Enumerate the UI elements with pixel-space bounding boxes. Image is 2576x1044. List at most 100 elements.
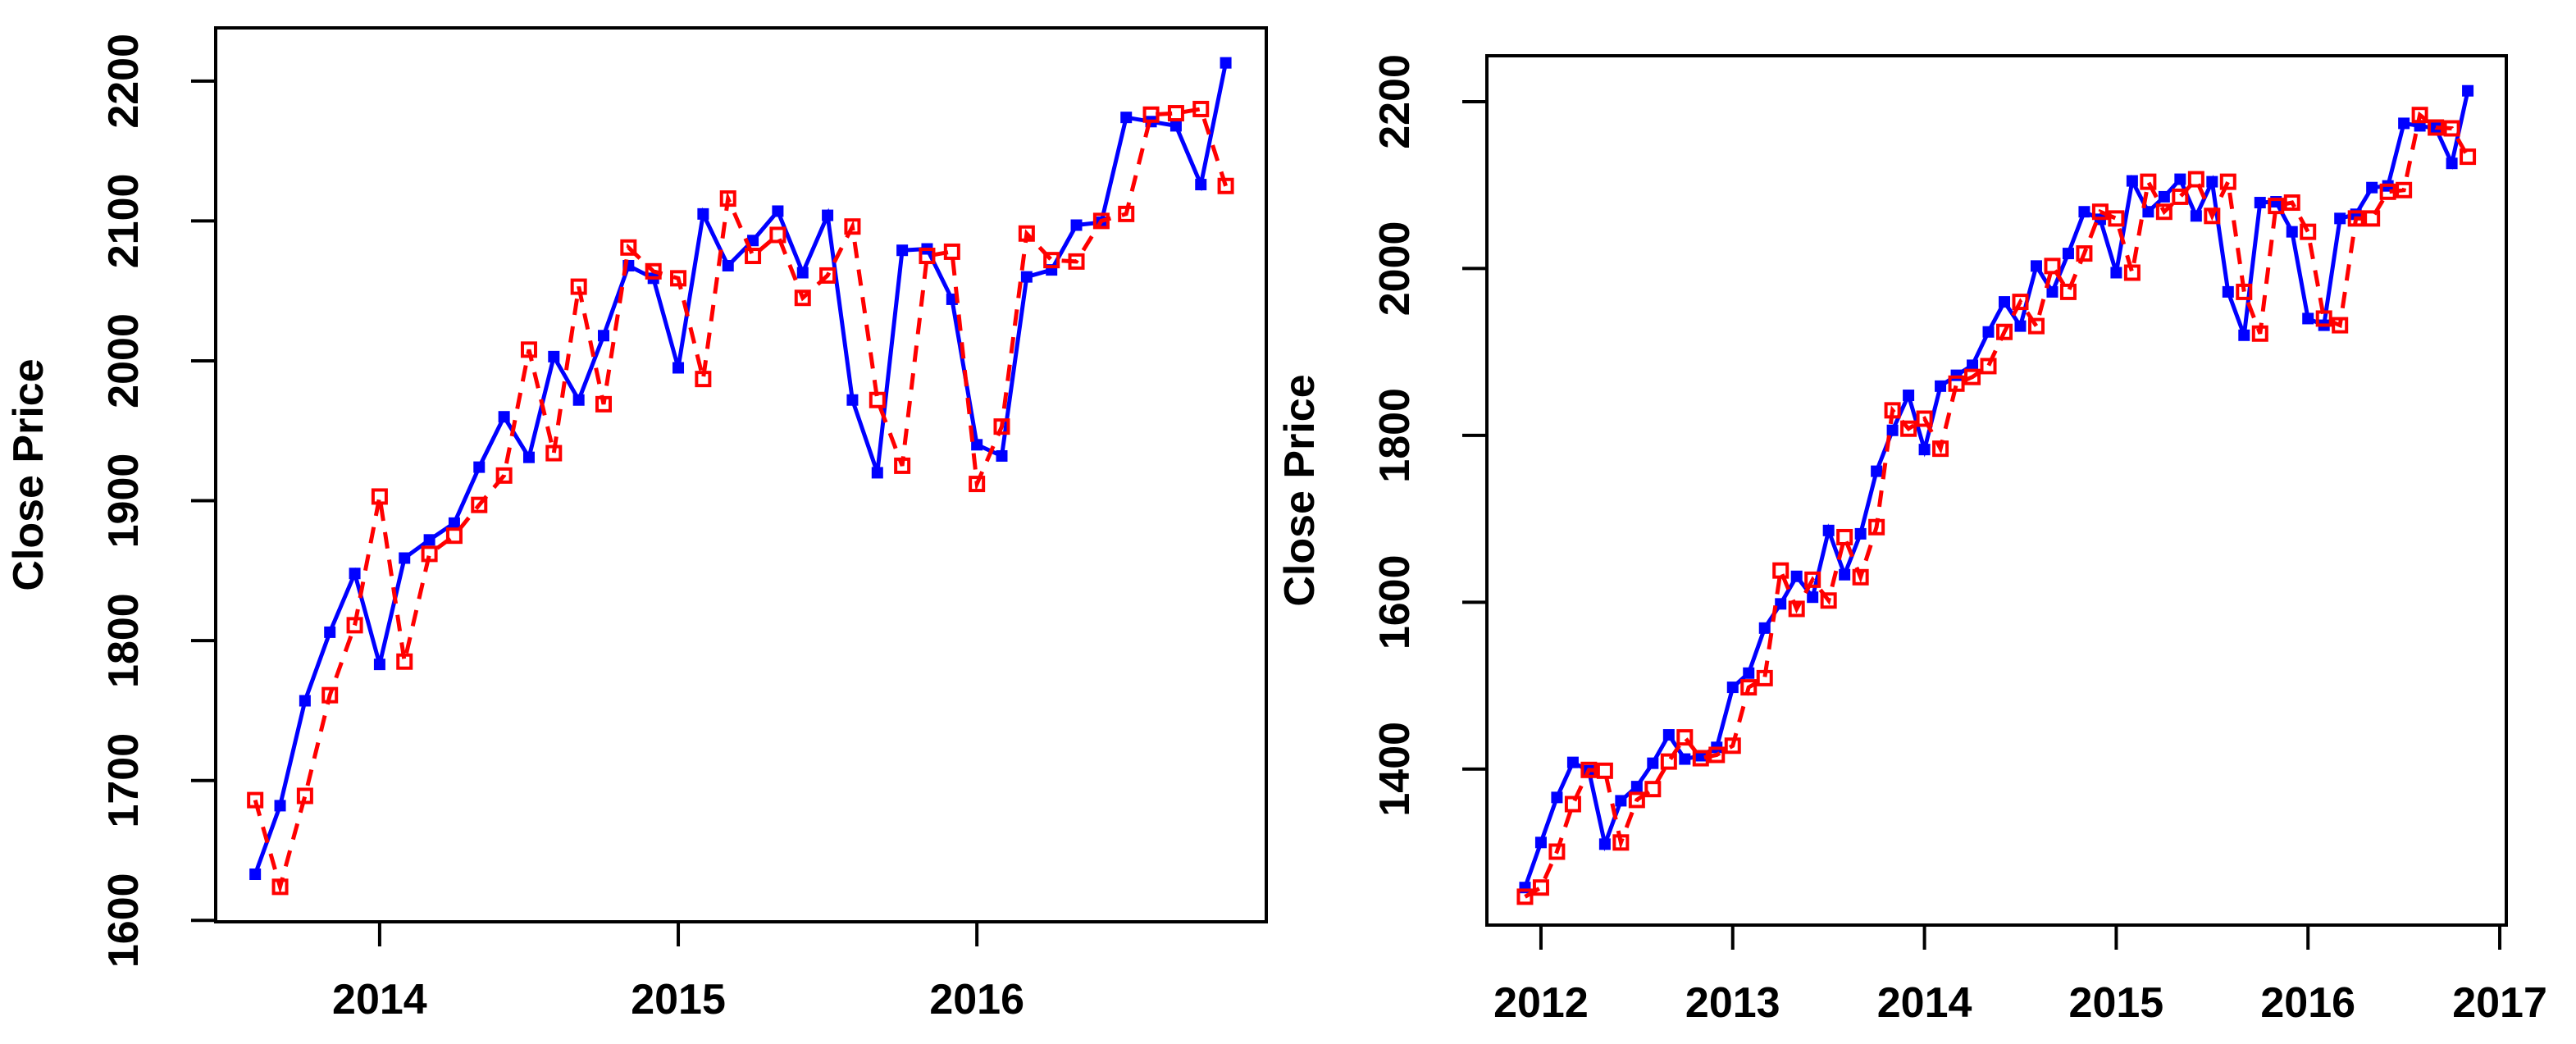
marker-predicted-open-square-icon (445, 527, 463, 545)
marker-predicted-open-square-icon (1660, 753, 1677, 770)
marker-predicted-open-square-icon (2059, 283, 2077, 300)
y-axis-tick-label: 1700 (100, 733, 148, 828)
marker-predicted-open-square-icon (1167, 105, 1184, 122)
marker-predicted-open-square-icon (969, 476, 986, 493)
marker-predicted-open-square-icon (520, 341, 537, 358)
marker-predicted-open-square-icon (1644, 781, 1662, 798)
marker-predicted-open-square-icon (1628, 791, 1645, 809)
marker-predicted-open-square-icon (2187, 171, 2204, 188)
marker-predicted-open-square-icon (645, 262, 662, 280)
x-axis-tick-label: 2017 (2452, 979, 2547, 1027)
marker-predicted-open-square-icon (1516, 888, 1534, 905)
marker-predicted-open-square-icon (1756, 669, 1773, 686)
marker-actual-square-icon (2142, 206, 2154, 218)
marker-predicted-open-square-icon (595, 395, 613, 413)
y-axis-tick-label: 2200 (1371, 54, 1419, 149)
marker-predicted-open-square-icon (1217, 177, 1234, 194)
marker-predicted-open-square-icon (2155, 203, 2173, 221)
marker-predicted-open-square-icon (1820, 592, 1837, 609)
marker-predicted-open-square-icon (844, 218, 861, 235)
marker-actual-square-icon (1854, 527, 1867, 540)
marker-predicted-open-square-icon (670, 270, 687, 287)
marker-actual-square-icon (1120, 112, 1133, 124)
marker-actual-square-icon (1903, 390, 1915, 402)
marker-predicted-open-square-icon (993, 418, 1010, 435)
marker-actual-square-icon (399, 552, 411, 564)
marker-actual-square-icon (747, 235, 759, 247)
marker-predicted-open-square-icon (1580, 761, 1598, 778)
marker-actual-square-icon (2110, 267, 2122, 279)
marker-actual-square-icon (2126, 175, 2138, 187)
marker-actual-square-icon (971, 439, 983, 451)
marker-actual-square-icon (1807, 591, 1819, 604)
marker-actual-square-icon (2158, 190, 2170, 203)
x-axis-tick-label: 2015 (2069, 979, 2164, 1027)
marker-actual-square-icon (1220, 57, 1232, 69)
marker-actual-square-icon (796, 267, 809, 279)
y-axis-tick-label: 2000 (100, 313, 148, 408)
series-markers-actual (1519, 84, 2474, 894)
marker-actual-square-icon (672, 362, 685, 374)
marker-actual-square-icon (1195, 179, 1207, 191)
marker-predicted-open-square-icon (1772, 562, 1790, 579)
marker-predicted-open-square-icon (371, 488, 388, 505)
marker-predicted-open-square-icon (794, 289, 811, 307)
marker-actual-square-icon (2030, 260, 2042, 272)
marker-predicted-open-square-icon (1692, 750, 1709, 767)
marker-actual-square-icon (2174, 173, 2186, 185)
marker-actual-square-icon (1822, 524, 1835, 536)
marker-actual-square-icon (1967, 359, 1979, 372)
marker-predicted-open-square-icon (2347, 210, 2364, 227)
marker-predicted-open-square-icon (769, 226, 786, 244)
x-axis-tick-label: 2016 (2260, 979, 2355, 1027)
panel-right: 2012 2013 2014 2015 2016 2017 1400 1600 1800 2000… (1276, 54, 2547, 1027)
marker-predicted-open-square-icon (1740, 679, 1758, 696)
series-markers-predicted (1516, 107, 2477, 905)
marker-predicted-open-square-icon (421, 545, 438, 563)
marker-predicted-open-square-icon (1192, 100, 1210, 117)
marker-actual-square-icon (1679, 753, 1691, 765)
marker-predicted-open-square-icon (620, 239, 637, 256)
marker-actual-square-icon (2366, 181, 2378, 194)
y-axis-tick-label: 1800 (100, 593, 148, 688)
marker-predicted-open-square-icon (2044, 258, 2061, 275)
marker-actual-square-icon (1070, 219, 1083, 231)
marker-actual-square-icon (1551, 791, 1563, 804)
y-axis-tick-label: 2100 (100, 174, 148, 269)
y-axis-title: Close Price (1276, 374, 1324, 606)
marker-actual-square-icon (2062, 248, 2074, 260)
marker-actual-square-icon (2046, 285, 2059, 298)
marker-actual-square-icon (871, 467, 883, 479)
x-axis-tick-label: 2015 (631, 976, 726, 1023)
x-axis-tick-label: 2014 (1877, 979, 1972, 1027)
marker-predicted-open-square-icon (1996, 323, 2013, 340)
marker-predicted-open-square-icon (495, 467, 513, 484)
marker-predicted-open-square-icon (2396, 181, 2413, 198)
marker-actual-square-icon (697, 207, 709, 220)
marker-predicted-open-square-icon (1916, 410, 1933, 427)
y-axis-tick-label: 1600 (1371, 554, 1419, 650)
marker-predicted-open-square-icon (2300, 223, 2317, 240)
marker-predicted-open-square-icon (2364, 210, 2381, 227)
marker-actual-square-icon (274, 800, 286, 812)
marker-actual-square-icon (522, 451, 535, 463)
marker-actual-square-icon (1726, 682, 1739, 694)
marker-predicted-open-square-icon (2012, 294, 2029, 311)
y-axis-tick-label: 1900 (100, 454, 148, 549)
marker-predicted-open-square-icon (321, 686, 339, 704)
marker-predicted-open-square-icon (2108, 210, 2125, 227)
marker-predicted-open-square-icon (1980, 358, 1997, 375)
marker-predicted-open-square-icon (1043, 252, 1060, 269)
marker-predicted-open-square-icon (1964, 368, 1981, 385)
x-axis-tick-label: 2012 (1493, 979, 1589, 1027)
marker-predicted-open-square-icon (1708, 746, 1726, 764)
x-axis-tick-label: 2014 (332, 976, 427, 1023)
marker-actual-square-icon (2334, 212, 2346, 225)
marker-actual-square-icon (324, 626, 336, 638)
plot-box (1485, 54, 2508, 927)
marker-predicted-open-square-icon (271, 878, 289, 896)
marker-actual-square-icon (1982, 326, 1995, 338)
marker-actual-square-icon (2238, 329, 2250, 341)
marker-predicted-open-square-icon (2172, 188, 2189, 205)
marker-actual-square-icon (548, 350, 560, 362)
